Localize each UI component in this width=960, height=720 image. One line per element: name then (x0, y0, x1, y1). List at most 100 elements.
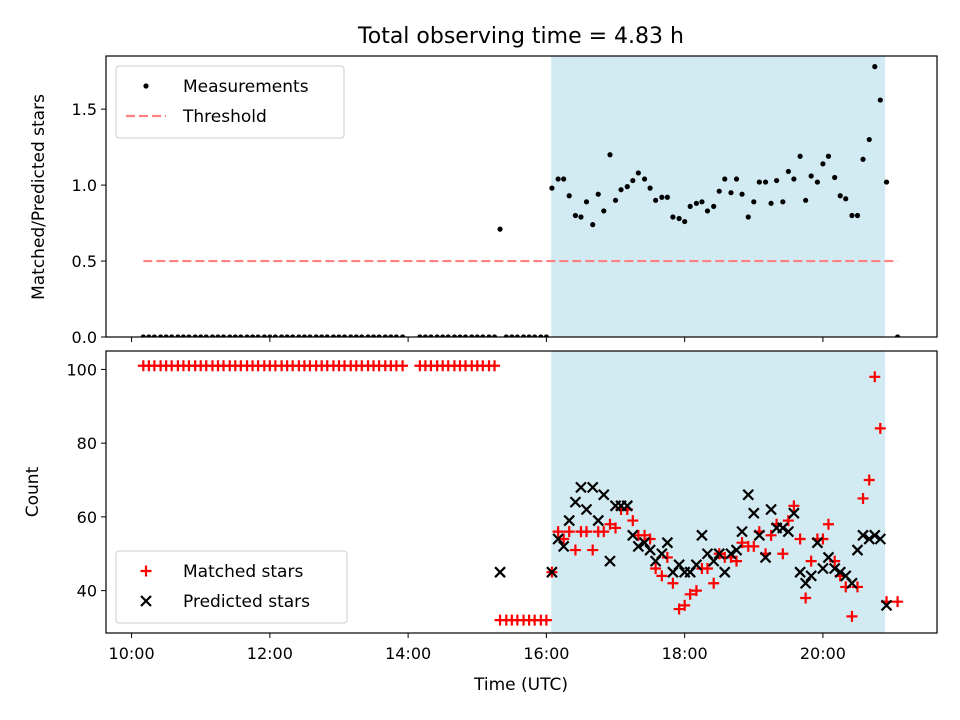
predicted-star-point (557, 540, 570, 553)
measurement-point (146, 334, 152, 337)
measurement-point (186, 334, 192, 337)
measurement-point (261, 334, 267, 337)
predicted-star-point (794, 566, 806, 578)
ratio-y-tick-label: 1.0 (72, 176, 97, 195)
measurement-point (296, 334, 302, 337)
count-plot-area (137, 351, 904, 633)
ratio-legend-box (115, 65, 345, 139)
measurement-point (359, 334, 365, 337)
matched-star-point (857, 492, 869, 504)
measurement-point (670, 214, 676, 220)
ratio-legend: Measurements Threshold (115, 65, 345, 139)
measurement-point (215, 334, 221, 337)
measurement-point (618, 187, 624, 193)
measurement-point (820, 161, 826, 167)
measurement-point (227, 334, 233, 337)
predicted-star-point (627, 529, 639, 542)
count-y-tick-label: 100 (66, 360, 97, 379)
predicted-star-point (834, 566, 846, 578)
measurement-point (399, 334, 406, 337)
count-series-matched-stars (137, 360, 904, 626)
predicted-star-point (661, 536, 674, 549)
measurement-point (267, 334, 273, 337)
measurement-point (538, 334, 544, 337)
x-axis-label: Time (UTC) (473, 675, 568, 695)
measurement-point (480, 334, 486, 337)
predicted-star-point (604, 555, 616, 567)
measurement-point (301, 334, 308, 337)
measurement-point (659, 194, 665, 200)
measurement-point (635, 170, 641, 176)
measurement-point (728, 190, 734, 196)
matched-star-point (610, 522, 622, 534)
ratio-y-axis-label: Matched/Predicted stars (29, 94, 49, 300)
measurement-point (474, 334, 480, 337)
matched-star-point (489, 360, 501, 372)
measurement-point (180, 334, 187, 337)
legend-label: Predicted stars (183, 592, 310, 612)
chart-title: Total observing time = 4.83 h (357, 24, 684, 49)
predicted-star-point (592, 514, 605, 527)
predicted-star-point (575, 481, 587, 494)
legend-label: Threshold (182, 107, 267, 127)
measurement-point (376, 334, 382, 337)
matched-star-point (580, 526, 592, 538)
matched-star-point (690, 585, 702, 597)
measurement-point (549, 185, 555, 191)
measurement-point (733, 176, 740, 182)
matched-star-point (869, 371, 881, 383)
matched-star-point (731, 555, 743, 567)
measurement-point (647, 185, 653, 191)
measurement-point (370, 334, 377, 337)
x-tick-label: 10:00 (109, 644, 155, 663)
measurement-point (451, 334, 458, 337)
ratio-y-tick-label: 0.0 (72, 328, 97, 347)
predicted-star-point (725, 547, 737, 560)
predicted-star-point (563, 514, 575, 527)
measurement-point (284, 334, 290, 337)
predicted-star-point (748, 507, 760, 519)
measurement-point (676, 215, 682, 222)
measurement-point (209, 334, 216, 337)
predicted-star-point (696, 529, 708, 542)
matched-star-point (563, 526, 575, 538)
matched-star-point (822, 518, 834, 530)
measurement-point (382, 334, 388, 337)
measurement-point (653, 197, 659, 203)
measurement-point (716, 188, 722, 194)
measurement-point (353, 334, 359, 337)
count-legend-box (115, 550, 348, 624)
predicted-star-point (494, 566, 506, 578)
predicted-star-point (869, 529, 881, 542)
measurement-point (503, 334, 509, 337)
measurement-point (175, 334, 181, 337)
measurement-point (255, 334, 261, 337)
matched-star-point (800, 592, 812, 604)
legend-marker-predicted (140, 595, 152, 607)
measurement-point (532, 334, 538, 337)
measurement-point (428, 334, 434, 337)
measurement-point (445, 334, 451, 337)
legend-label: Matched stars (183, 562, 303, 582)
ratio-axes-frame (105, 55, 938, 338)
predicted-star-point (546, 566, 558, 578)
measurement-point (169, 334, 175, 337)
matched-star-point (748, 540, 760, 552)
matched-star-point (679, 599, 691, 611)
measurement-point (434, 334, 440, 337)
predicted-star-point (788, 507, 800, 519)
predicted-star-point (782, 525, 795, 538)
measurement-point (422, 334, 429, 337)
matched-star-point (604, 518, 616, 530)
measurement-point (555, 176, 561, 182)
predicted-star-point (777, 522, 789, 534)
matched-star-point (684, 588, 696, 600)
measurement-point (462, 334, 469, 337)
predicted-star-point (690, 559, 703, 571)
count-y-tick-label: 40 (77, 582, 97, 601)
x-tick-label: 12:00 (247, 644, 293, 663)
ratio-series-measurements (140, 64, 901, 337)
predicted-star-point (621, 500, 634, 512)
measurement-point (894, 334, 901, 337)
measurement-point (365, 334, 371, 337)
